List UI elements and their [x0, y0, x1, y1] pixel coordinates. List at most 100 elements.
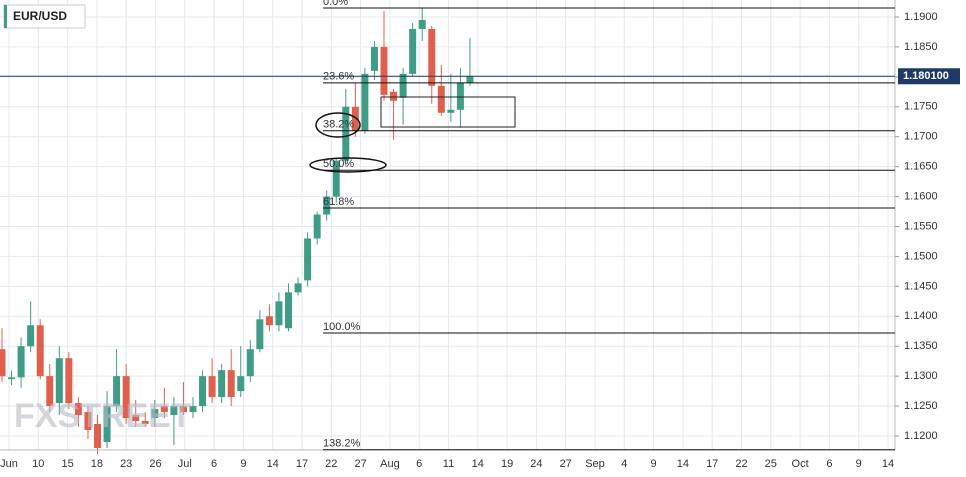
- candle-body: [170, 406, 178, 416]
- x-tick-label: 4: [621, 458, 627, 470]
- candle-body: [94, 424, 101, 448]
- fib-label: 138.2%: [323, 438, 361, 450]
- x-tick-label: 18: [91, 458, 103, 470]
- candle-body: [447, 109, 455, 113]
- x-tick-label: 6: [211, 458, 217, 470]
- x-tick-label: 23: [120, 458, 132, 470]
- symbol: EUR/USD: [13, 9, 67, 23]
- y-tick-label: 1.1700: [904, 131, 938, 143]
- candle-body: [332, 160, 340, 197]
- candle-body: [285, 292, 292, 329]
- x-tick-label: 25: [765, 458, 777, 470]
- fib-label: 61.8%: [323, 196, 354, 208]
- highlight-ellipse: [309, 157, 387, 173]
- x-tick-label: 19: [501, 458, 513, 470]
- x-tick-label: 9: [856, 458, 862, 470]
- candle-body: [265, 316, 273, 326]
- candle-body: [55, 358, 63, 404]
- symbol-accent: [4, 5, 7, 28]
- candle-body: [218, 370, 226, 398]
- fib-label: 100.0%: [323, 321, 361, 333]
- x-tick-label: Oct: [792, 458, 809, 470]
- candle-body: [65, 358, 73, 404]
- y-tick-label: 1.1600: [904, 190, 938, 202]
- x-tick-label: 14: [267, 458, 279, 470]
- price-label: 1.180100: [903, 70, 949, 82]
- x-tick-label: 14: [677, 458, 689, 470]
- x-tick-label: 17: [296, 458, 308, 470]
- candle-body: [208, 376, 216, 398]
- candle-body: [179, 406, 187, 413]
- candle-body: [46, 376, 54, 407]
- candle-body: [122, 376, 130, 419]
- candle-body: [0, 349, 6, 377]
- candle-body: [370, 46, 378, 71]
- marks: [0, 8, 474, 454]
- y-tick-label: 1.1350: [904, 340, 938, 352]
- y-tick-label: 1.1550: [904, 220, 938, 232]
- x-tick-label: 27: [354, 458, 366, 470]
- y-tick-label: 1.1450: [904, 280, 938, 292]
- candle-body: [409, 28, 417, 74]
- x-tick-label: Jun: [0, 458, 18, 470]
- candle-body: [304, 238, 312, 281]
- x-tick-label: 14: [882, 458, 894, 470]
- candle-body: [246, 349, 254, 377]
- fib-label: 50.0%: [323, 158, 354, 170]
- candle-body: [456, 82, 464, 110]
- x-tick-label: 22: [735, 458, 747, 470]
- y-tick-label: 1.1900: [904, 11, 938, 23]
- fib-label: 38.2%: [323, 119, 354, 131]
- candle-body: [141, 421, 149, 425]
- fib-label: 0.0%: [323, 0, 348, 8]
- y-tick-label: 1.1850: [904, 41, 938, 53]
- y-tick-label: 1.1650: [904, 161, 938, 173]
- x-tick-label: 6: [416, 458, 422, 470]
- y-tick-label: 1.1300: [904, 370, 938, 382]
- x-tick-label: 26: [149, 458, 161, 470]
- watermark: FXSTREET: [14, 397, 192, 435]
- candle-body: [466, 76, 474, 83]
- y-tick-label: 1.1400: [904, 310, 938, 322]
- candle-body: [27, 325, 35, 347]
- candle-body: [313, 214, 321, 239]
- candle-body: [237, 376, 245, 392]
- highlight-ellipse: [315, 112, 361, 138]
- x-tick-label: 9: [240, 458, 246, 470]
- candle-body: [323, 196, 331, 215]
- candle-body: [227, 370, 235, 398]
- x-tick-label: Sep: [585, 458, 605, 470]
- y-tick-label: 1.1250: [904, 400, 938, 412]
- candle-body: [275, 301, 283, 326]
- x-tick-label: 6: [826, 458, 832, 470]
- candle-body: [36, 325, 44, 377]
- x-tick-label: 17: [706, 458, 718, 470]
- candle-body: [399, 73, 407, 98]
- x-tick-label: 14: [472, 458, 484, 470]
- candle-body: [17, 346, 25, 378]
- y-tick-label: 1.1750: [904, 101, 938, 113]
- candle-body: [418, 19, 426, 29]
- x-tick-label: 22: [325, 458, 337, 470]
- price-label-box: [898, 68, 960, 85]
- x-tick-label: 15: [61, 458, 73, 470]
- candle-body: [74, 403, 82, 416]
- candle-body: [8, 377, 16, 380]
- y-tick-label: 1.1500: [904, 250, 938, 262]
- y-tick-label: 1.1200: [904, 430, 938, 442]
- x-tick-label: 9: [651, 458, 657, 470]
- candle-body: [380, 46, 388, 95]
- candle-body: [199, 376, 207, 407]
- x-tick-label: 10: [32, 458, 44, 470]
- candle-body: [294, 283, 302, 293]
- candle-body: [351, 106, 359, 131]
- x-tick-label: Jul: [178, 458, 192, 470]
- candle-body: [151, 409, 159, 419]
- candle-body: [390, 91, 398, 101]
- x-tick-label: 27: [560, 458, 572, 470]
- candle-body: [113, 376, 121, 407]
- candle-body: [256, 319, 264, 350]
- candle-body: [361, 73, 369, 131]
